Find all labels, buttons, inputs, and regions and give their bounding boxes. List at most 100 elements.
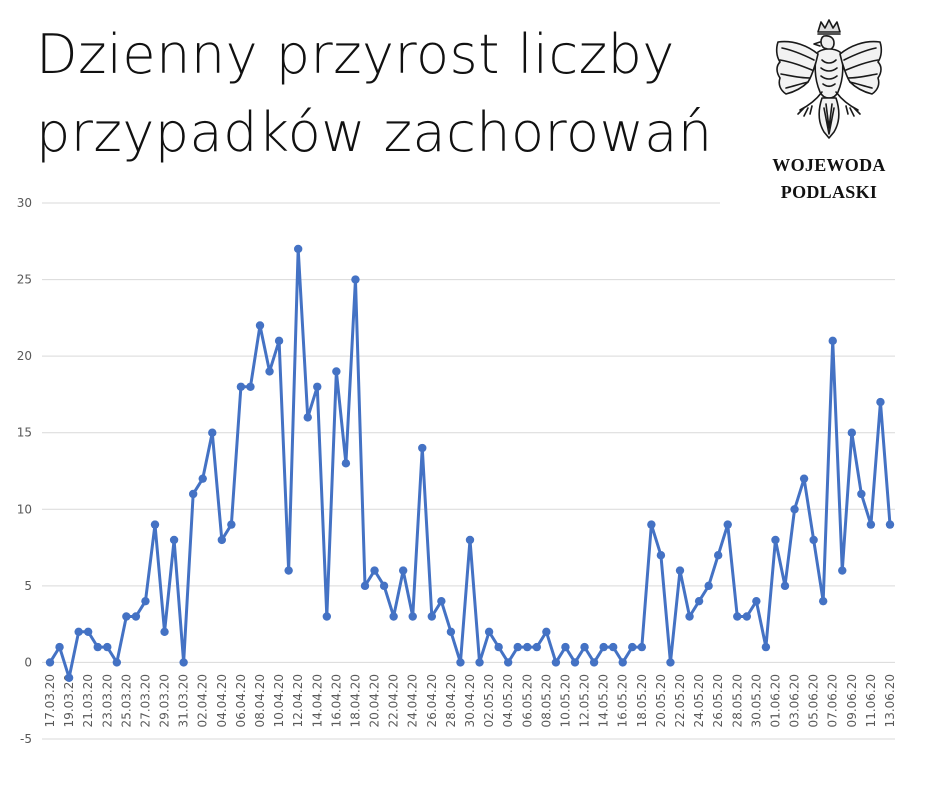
data-point bbox=[742, 612, 752, 621]
data-point bbox=[838, 566, 847, 575]
data-point bbox=[589, 658, 599, 667]
data-point bbox=[799, 474, 809, 483]
data-point bbox=[64, 673, 74, 682]
data-point bbox=[523, 642, 532, 652]
x-tick-label: 08.04.20 bbox=[253, 674, 267, 727]
x-tick-label: 10.04.20 bbox=[272, 674, 286, 727]
data-point bbox=[265, 367, 274, 376]
data-point bbox=[713, 551, 723, 560]
data-point bbox=[332, 367, 341, 376]
data-point bbox=[780, 581, 790, 591]
data-point bbox=[637, 642, 647, 652]
x-tick-label: 18.04.20 bbox=[348, 674, 362, 727]
data-point bbox=[570, 658, 580, 667]
x-tick-label: 24.04.20 bbox=[406, 674, 420, 727]
data-point bbox=[733, 612, 742, 621]
data-point bbox=[418, 443, 427, 453]
data-point bbox=[532, 642, 542, 652]
data-point bbox=[389, 612, 398, 621]
data-point bbox=[551, 658, 561, 667]
eagle-emblem-icon bbox=[775, 19, 883, 139]
y-tick-label: -5 bbox=[20, 732, 32, 746]
data-point bbox=[351, 275, 360, 284]
x-tick-label: 29.03.20 bbox=[158, 674, 172, 727]
data-point bbox=[608, 642, 618, 652]
x-tick-label: 11.06.20 bbox=[864, 674, 878, 727]
data-point bbox=[503, 658, 513, 667]
data-point bbox=[675, 566, 685, 575]
data-point bbox=[475, 658, 484, 667]
x-tick-label: 05.06.20 bbox=[807, 674, 821, 727]
data-point bbox=[723, 520, 732, 529]
x-tick-label: 28.04.20 bbox=[444, 674, 458, 727]
y-tick-label: 10 bbox=[17, 502, 32, 516]
data-point bbox=[284, 566, 293, 575]
data-point bbox=[236, 382, 246, 391]
x-tick-label: 21.03.20 bbox=[81, 674, 95, 727]
series-daily-cases bbox=[45, 244, 895, 682]
x-tick-label: 04.05.20 bbox=[501, 674, 515, 727]
x-tick-label: 16.05.20 bbox=[616, 674, 630, 727]
data-point bbox=[188, 489, 198, 499]
data-point bbox=[427, 612, 437, 621]
page-title: Dzienny przyrost liczby przypadków zacho… bbox=[36, 16, 756, 172]
data-point bbox=[131, 612, 141, 621]
data-point bbox=[169, 535, 179, 545]
data-point bbox=[408, 612, 417, 621]
x-tick-label: 16.04.20 bbox=[329, 674, 343, 727]
data-point bbox=[437, 596, 446, 606]
y-tick-label: 25 bbox=[17, 273, 32, 287]
data-point bbox=[303, 413, 312, 422]
org-line-1: WOJEWODA bbox=[772, 155, 886, 175]
y-tick-label: 0 bbox=[24, 655, 32, 669]
data-point bbox=[446, 627, 456, 636]
data-point bbox=[150, 520, 160, 529]
data-point bbox=[647, 520, 656, 529]
x-tick-label: 06.04.20 bbox=[234, 674, 248, 727]
data-point bbox=[685, 612, 694, 621]
x-tick-label: 20.05.20 bbox=[654, 674, 668, 727]
data-point bbox=[227, 520, 236, 529]
data-point bbox=[656, 551, 666, 560]
x-tick-label: 19.03.20 bbox=[62, 674, 76, 727]
y-tick-label: 30 bbox=[17, 196, 32, 210]
data-point bbox=[456, 658, 465, 667]
data-point bbox=[494, 642, 503, 652]
data-point bbox=[885, 520, 895, 529]
data-point bbox=[246, 382, 255, 391]
x-tick-label: 28.05.20 bbox=[730, 674, 744, 727]
x-tick-label: 22.04.20 bbox=[387, 674, 401, 727]
data-point bbox=[876, 397, 885, 407]
data-point bbox=[74, 627, 83, 636]
title-line-2: przypadków zachorowań bbox=[36, 101, 713, 164]
data-point bbox=[857, 489, 866, 499]
x-tick-label: 10.05.20 bbox=[558, 674, 572, 727]
y-tick-label: 5 bbox=[24, 579, 32, 593]
x-tick-label: 24.05.20 bbox=[692, 674, 706, 727]
x-tick-label: 12.05.20 bbox=[578, 674, 592, 727]
x-tick-label: 06.05.20 bbox=[520, 674, 534, 727]
data-point bbox=[628, 642, 637, 652]
x-tick-label: 01.06.20 bbox=[768, 674, 782, 727]
data-point bbox=[274, 336, 284, 346]
x-tick-label: 26.04.20 bbox=[425, 674, 439, 727]
data-point bbox=[465, 535, 475, 545]
x-tick-label: 12.04.20 bbox=[291, 674, 305, 727]
x-axis-ticks: 17.03.20 19.03.20 21.03.20 23.03.20 25.03.20… bbox=[43, 674, 897, 727]
data-point bbox=[542, 627, 551, 636]
x-tick-label: 18.05.20 bbox=[635, 674, 649, 727]
x-tick-label: 20.04.20 bbox=[368, 674, 382, 727]
x-tick-label: 04.04.20 bbox=[215, 674, 229, 727]
data-point bbox=[771, 535, 780, 545]
x-tick-label: 08.05.20 bbox=[539, 674, 553, 727]
data-point bbox=[704, 581, 713, 591]
data-point bbox=[513, 642, 522, 652]
data-point bbox=[322, 612, 332, 621]
x-tick-label: 07.06.20 bbox=[826, 674, 840, 727]
data-point bbox=[484, 627, 494, 636]
data-point bbox=[761, 642, 771, 652]
data-point bbox=[93, 642, 102, 652]
x-tick-label: 22.05.20 bbox=[673, 674, 687, 727]
data-point bbox=[208, 428, 217, 437]
